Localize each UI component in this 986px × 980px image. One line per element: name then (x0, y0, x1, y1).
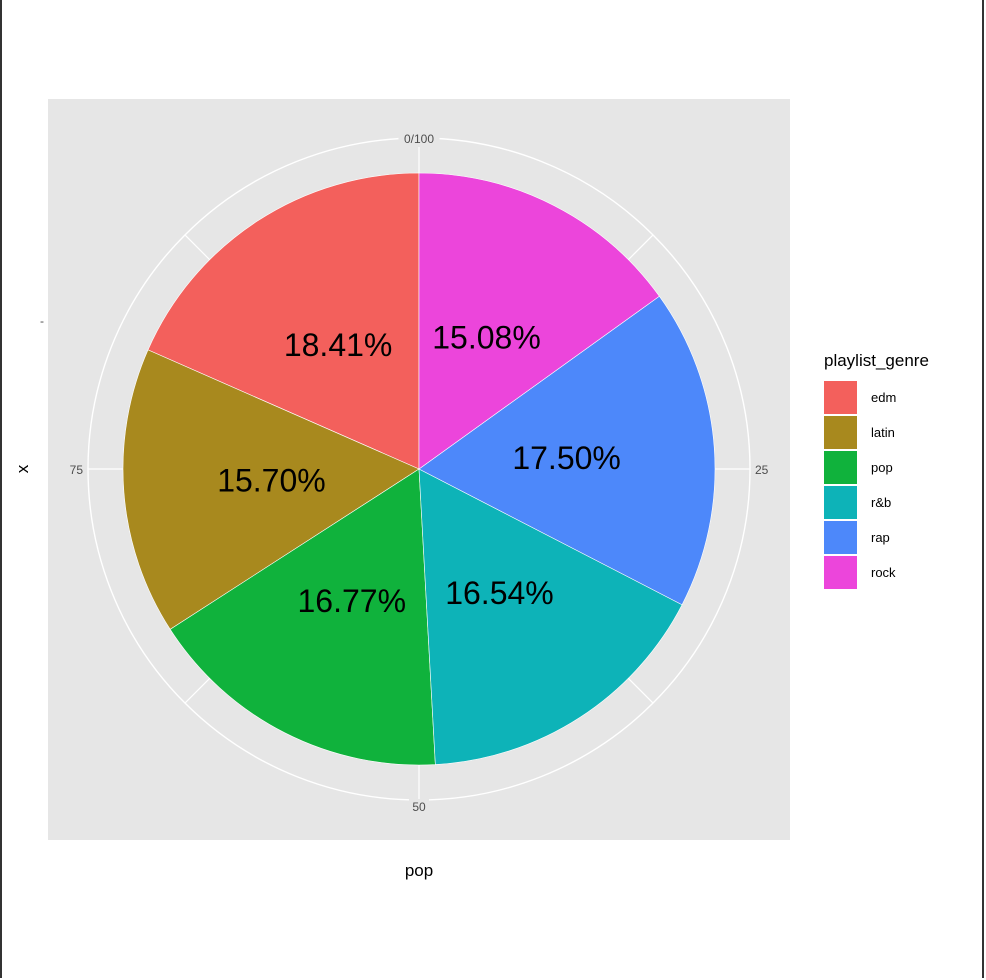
pie-label-rock: 15.08% (432, 319, 541, 355)
pie-label-rap: 17.50% (512, 440, 621, 476)
angle-tick-label: 75 (70, 463, 84, 477)
angle-tick-labels: 0/100 25 50 75 (66, 131, 772, 815)
pie-percent-labels: 18.41% 15.70% 16.77% 16.54% 17.50% 15.08% (217, 319, 621, 619)
legend-label-edm: edm (871, 390, 896, 405)
legend-key-latin (824, 416, 857, 449)
pie-slice-rap (418, 295, 716, 606)
pie-slice-latin (122, 349, 420, 630)
legend-label-pop: pop (871, 460, 893, 475)
legend-label-rock: rock (871, 565, 896, 580)
y-axis-title: x (13, 464, 32, 473)
angle-tick-label: 50 (412, 800, 426, 814)
angle-tick-bg (66, 462, 86, 478)
legend-label-latin: latin (871, 425, 895, 440)
pie-label-pop: 16.77% (298, 583, 407, 619)
legend-key-r-b (824, 486, 857, 519)
angle-tick-label: 0/100 (404, 132, 434, 146)
angle-tick-bg (409, 799, 429, 815)
angle-tick-label: 25 (755, 463, 769, 477)
angle-tick-bg (752, 462, 772, 478)
pie-slice-edm (147, 172, 420, 470)
legend-key-rock (824, 556, 857, 589)
legend-label-rap: rap (871, 530, 890, 545)
pie-slice-pop (169, 468, 436, 766)
legend-title: playlist_genre (824, 351, 929, 370)
y-axis-tick-label: - (40, 314, 44, 328)
legend-key-pop (824, 451, 857, 484)
pie-slices (122, 172, 716, 766)
pie-label-r-b: 16.54% (445, 575, 554, 611)
pie-slice-rock (418, 172, 660, 470)
pie-label-latin: 15.70% (217, 463, 326, 499)
legend: edm latin pop r&b rap rock (824, 381, 896, 589)
legend-label-r-b: r&b (871, 495, 891, 510)
pie-slice-r-b (418, 468, 683, 765)
legend-key-rap (824, 521, 857, 554)
angle-tick-bg (398, 131, 440, 147)
legend-key-edm (824, 381, 857, 414)
pie-label-edm: 18.41% (284, 327, 393, 363)
x-axis-title: pop (405, 861, 433, 880)
